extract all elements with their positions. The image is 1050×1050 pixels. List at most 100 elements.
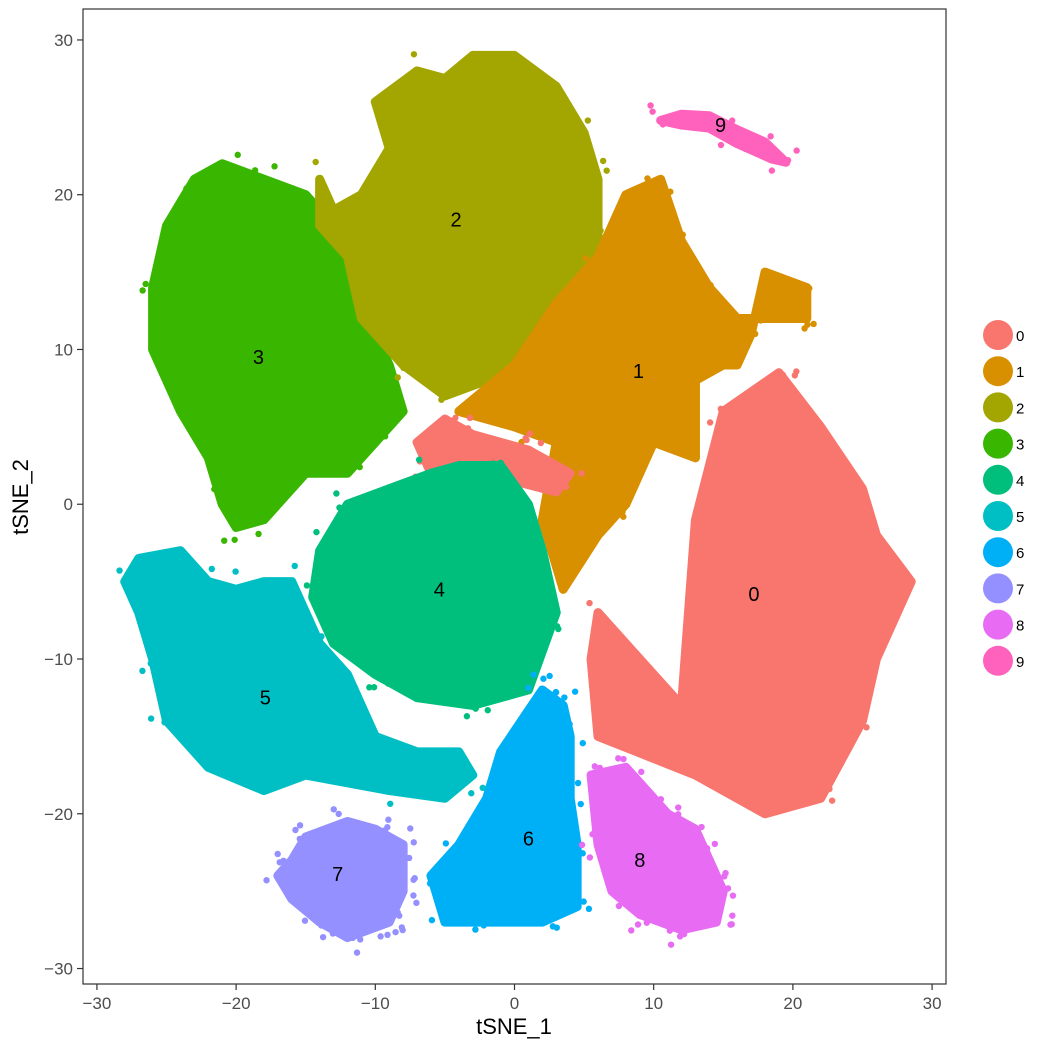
cluster-7-point [346, 907, 353, 915]
cluster-7-point [318, 922, 325, 929]
cluster-2-point [507, 63, 515, 70]
cluster-1-point [520, 367, 528, 375]
cluster-3-point [234, 151, 241, 159]
cluster-0-point [817, 513, 825, 520]
cluster-0-point [741, 637, 748, 645]
cluster-8-point [600, 830, 608, 837]
cluster-1-point [663, 357, 671, 364]
cluster-1-point [668, 415, 676, 423]
cluster-2-point [522, 231, 529, 238]
cluster-8-point [711, 840, 719, 848]
cluster-4-point [381, 514, 389, 521]
cluster-6-point [534, 732, 542, 739]
cluster-0-point [747, 605, 755, 613]
cluster-1-point [646, 261, 653, 268]
cluster-0-point [537, 439, 545, 447]
legend: 0 1 2 3 4 5 6 7 8 9 [983, 320, 1024, 676]
cluster-0-point [451, 431, 459, 439]
cluster-3-point [392, 415, 400, 423]
cluster-0-point [859, 658, 866, 665]
cluster-6-point [546, 901, 554, 908]
cluster-2-point [517, 334, 525, 341]
cluster-7-point [364, 899, 371, 906]
cluster-6-point [474, 903, 482, 910]
cluster-2-point [597, 227, 604, 234]
cluster-4-point [448, 536, 455, 543]
cluster-6-point [538, 707, 545, 714]
cluster-4-point [518, 540, 526, 547]
x-tick-label: 30 [923, 994, 942, 1013]
cluster-7-point [382, 864, 389, 871]
cluster-8-point [578, 841, 586, 849]
cluster-5-point [167, 611, 174, 618]
cluster-3-point [211, 485, 218, 493]
cluster-2-point [455, 171, 462, 179]
cluster-6-point [520, 741, 527, 749]
cluster-8-point [671, 825, 678, 832]
cluster-2-point [400, 291, 407, 299]
cluster-4-point [401, 536, 409, 544]
cluster-4-point [499, 604, 506, 611]
cluster-4-point [336, 504, 343, 511]
cluster-1-point [544, 376, 552, 384]
cluster-3-point [296, 447, 304, 454]
cluster-4-point [532, 598, 540, 605]
cluster-6-point [439, 874, 446, 882]
cluster-6-point [536, 848, 543, 855]
cluster-7-point [321, 896, 328, 903]
cluster-1-point [588, 529, 596, 536]
cluster-8-point [658, 893, 666, 900]
cluster-3-point [357, 433, 365, 440]
cluster-4-point [333, 490, 340, 497]
cluster-8-point [635, 849, 642, 856]
cluster-1-point [659, 415, 666, 422]
cluster-2-point [484, 143, 492, 150]
cluster-1-point [667, 188, 674, 195]
cluster-0-point [464, 425, 472, 432]
cluster-9-point [742, 145, 749, 152]
cluster-8-point [649, 805, 657, 813]
cluster-0-point [717, 405, 725, 413]
cluster-3-point [320, 424, 327, 431]
cluster-9-point [703, 111, 710, 119]
cluster-2-point [452, 240, 459, 247]
cluster-2-point [486, 339, 493, 346]
cluster-1-point [554, 529, 561, 536]
cluster-2-point [548, 190, 556, 197]
cluster-7-point [305, 908, 312, 916]
cluster-3-point [198, 441, 205, 448]
cluster-7-point [316, 916, 324, 924]
cluster-6-point [491, 833, 498, 841]
cluster-4-point [423, 650, 431, 657]
cluster-label-5: 5 [260, 688, 271, 710]
cluster-3-point [358, 413, 365, 420]
cluster-8-point [610, 814, 618, 822]
cluster-6-point [500, 770, 507, 777]
cluster-3-point [213, 394, 220, 401]
cluster-4-point [332, 536, 340, 543]
cluster-1-point [806, 285, 813, 292]
cluster-0-point [708, 597, 715, 604]
cluster-2-point [547, 104, 554, 112]
cluster-1-point [771, 280, 778, 287]
cluster-7-point [337, 819, 344, 827]
cluster-5-point [278, 647, 286, 654]
legend-item-8: 8 [983, 609, 1024, 640]
cluster-8-point [665, 893, 672, 901]
cluster-3-point [281, 189, 289, 196]
cluster-2-point [482, 203, 489, 210]
cluster-0-point [623, 676, 631, 683]
cluster-9-point [793, 147, 800, 154]
cluster-4-point [493, 493, 501, 500]
cluster-7-point [330, 806, 337, 813]
cluster-9-point [647, 102, 654, 109]
cluster-4-point [466, 612, 474, 619]
cluster-2-point [506, 223, 514, 231]
cluster-7-point [321, 834, 328, 841]
x-axis: −30 −20 −10 0 10 20 30 [82, 984, 942, 1013]
cluster-0-point [663, 689, 671, 697]
cluster-6-point [570, 903, 577, 911]
cluster-8-point [655, 909, 662, 916]
cluster-2-point [585, 245, 593, 252]
cluster-7-point [353, 949, 361, 956]
